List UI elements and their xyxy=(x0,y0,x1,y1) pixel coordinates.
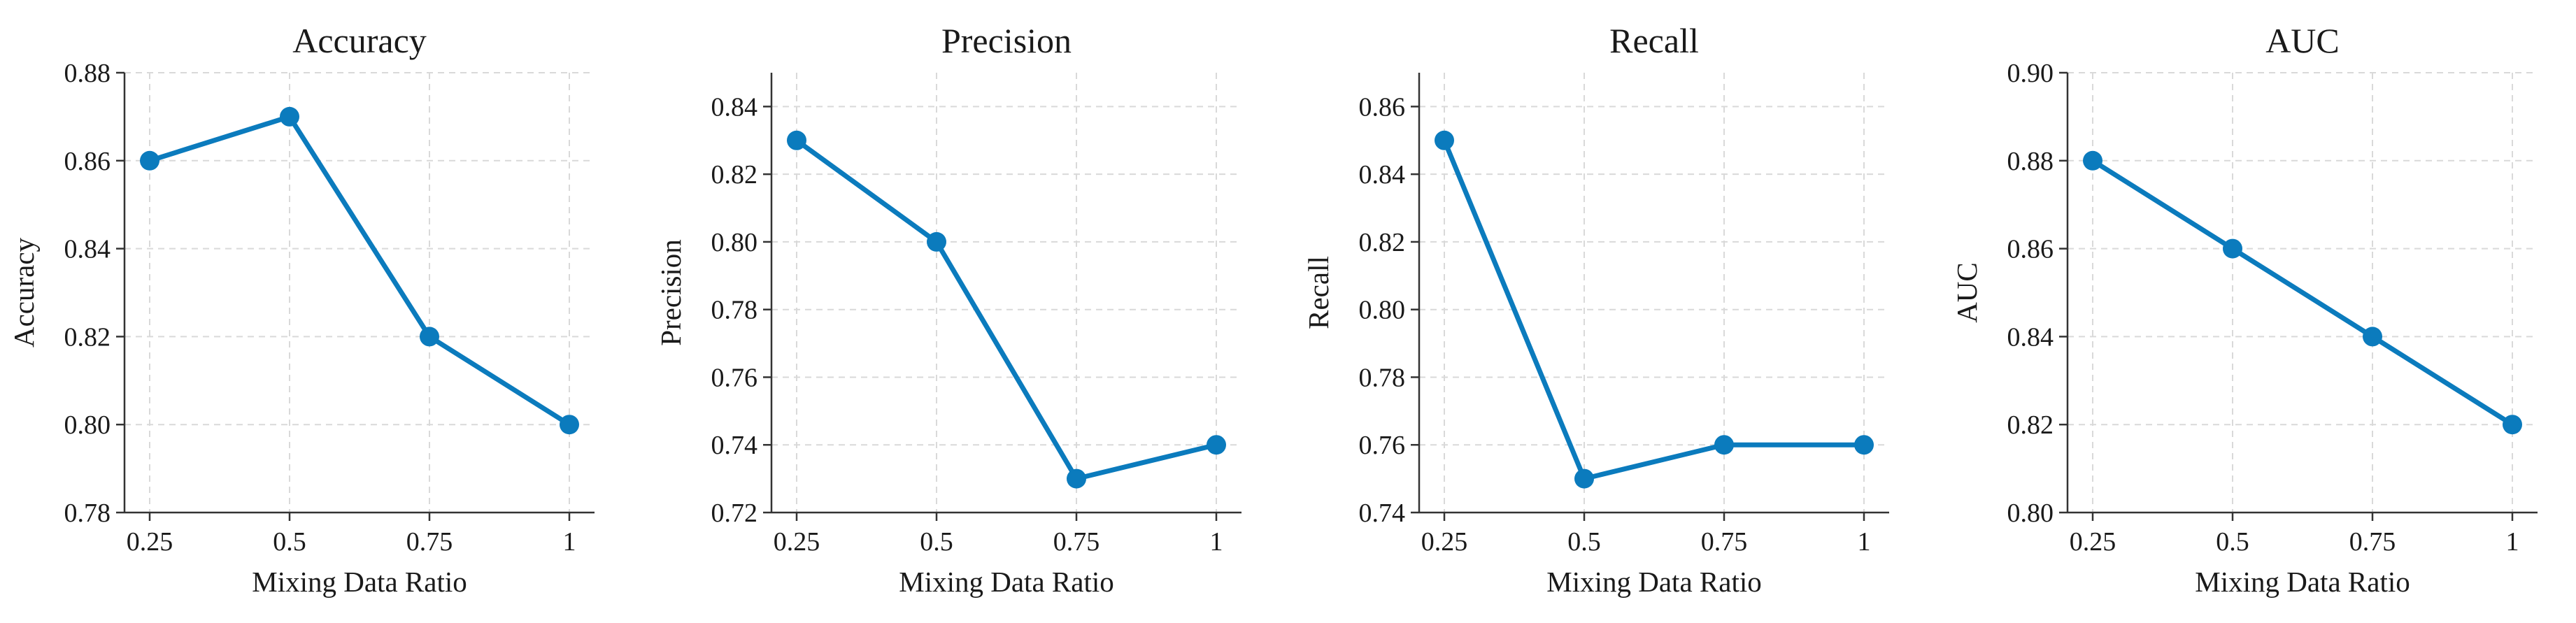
y-tick-label: 0.86 xyxy=(2007,235,2054,264)
y-tick-label: 0.78 xyxy=(711,296,758,325)
x-axis-label: Mixing Data Ratio xyxy=(899,566,1113,598)
data-point xyxy=(1435,130,1454,150)
data-point xyxy=(420,327,439,347)
x-tick-label: 0.25 xyxy=(2070,527,2116,557)
chart-title: Accuracy xyxy=(292,21,427,60)
y-tick-label: 0.82 xyxy=(711,160,758,189)
y-tick-label: 0.76 xyxy=(711,363,758,392)
data-point xyxy=(140,150,159,171)
y-tick-label: 0.84 xyxy=(2007,322,2054,352)
x-tick-label: 0.75 xyxy=(1053,527,1100,557)
y-tick-label: 0.80 xyxy=(1359,296,1406,325)
y-tick-label: 0.86 xyxy=(1359,92,1406,122)
y-tick-label: 0.82 xyxy=(1359,228,1406,257)
chart-accuracy: 0.78 0.80 0.82 0.84 0.86 0.88 0.25 0.5 0.75 1 Accu… xyxy=(8,21,595,598)
data-point xyxy=(787,130,806,150)
x-tick-label: 0.25 xyxy=(774,527,820,557)
chart-title: Recall xyxy=(1609,21,1699,60)
data-point xyxy=(560,415,579,435)
y-tick-label: 0.88 xyxy=(64,59,111,88)
data-point xyxy=(1854,435,1874,455)
y-tick-label: 0.74 xyxy=(1359,499,1406,528)
data-point xyxy=(1207,435,1226,455)
x-tick-label: 1 xyxy=(1858,527,1871,557)
y-tick-label: 0.86 xyxy=(64,147,111,176)
y-axis-label: Precision xyxy=(655,239,687,346)
x-tick-label: 0.75 xyxy=(1701,527,1748,557)
y-tick-label: 0.74 xyxy=(711,431,758,460)
y-tick-label: 0.80 xyxy=(64,410,111,440)
x-tick-label: 0.25 xyxy=(127,527,173,557)
y-tick-label: 0.84 xyxy=(1359,160,1406,189)
chart-recall: 0.74 0.76 0.78 0.80 0.82 0.84 0.86 0.25 0.5 0.75 1… xyxy=(1302,21,1889,598)
data-point xyxy=(2363,327,2382,347)
chart-title: AUC xyxy=(2265,21,2340,60)
data-point xyxy=(280,106,299,127)
y-tick-label: 0.82 xyxy=(64,322,111,352)
data-point xyxy=(2223,238,2242,259)
x-tick-label: 1 xyxy=(2506,527,2519,557)
y-tick-label: 0.80 xyxy=(711,228,758,257)
x-tick-label: 1 xyxy=(563,527,576,557)
x-axis-label: Mixing Data Ratio xyxy=(1546,566,1761,598)
series-line xyxy=(1442,139,1864,482)
x-tick-label: 0.75 xyxy=(406,527,453,557)
x-axis-label: Mixing Data Ratio xyxy=(252,566,467,598)
data-point xyxy=(927,231,946,252)
y-tick-label: 0.88 xyxy=(2007,147,2054,176)
y-tick-label: 0.84 xyxy=(711,92,758,122)
data-point xyxy=(1574,468,1594,489)
data-point xyxy=(1067,468,1086,489)
y-axis-label: Accuracy xyxy=(8,237,40,348)
y-tick-label: 0.72 xyxy=(711,499,758,528)
y-tick-label: 0.84 xyxy=(64,235,111,264)
x-tick-label: 0.5 xyxy=(2216,527,2249,557)
y-tick-label: 0.78 xyxy=(64,499,111,528)
x-tick-label: 1 xyxy=(1210,527,1223,557)
y-tick-label: 0.82 xyxy=(2007,410,2054,440)
y-axis-label: AUC xyxy=(1951,262,1983,323)
y-tick-label: 0.78 xyxy=(1359,363,1406,392)
series-line xyxy=(2091,158,2514,427)
x-tick-label: 0.25 xyxy=(1421,527,1468,557)
chart-auc: 0.80 0.82 0.84 0.86 0.88 0.90 0.25 0.5 0.75 1 AUC M… xyxy=(1951,21,2538,598)
y-tick-label: 0.76 xyxy=(1359,431,1406,460)
chart-title: Precision xyxy=(941,21,1072,60)
chart-precision: 0.72 0.74 0.76 0.78 0.80 0.82 0.84 0.25 0.5 0.75 1… xyxy=(655,21,1241,598)
x-tick-label: 0.5 xyxy=(273,527,306,557)
series-line xyxy=(795,138,1217,482)
series-line xyxy=(148,114,571,427)
data-point xyxy=(2083,150,2102,171)
y-axis-label: Recall xyxy=(1302,256,1335,329)
x-tick-label: 0.75 xyxy=(2349,527,2396,557)
x-tick-label: 0.5 xyxy=(920,527,953,557)
data-point xyxy=(2503,415,2522,435)
x-tick-label: 0.5 xyxy=(1567,527,1601,557)
data-point xyxy=(1714,435,1734,455)
y-tick-label: 0.90 xyxy=(2007,59,2054,88)
y-tick-label: 0.80 xyxy=(2007,499,2054,528)
x-axis-label: Mixing Data Ratio xyxy=(2195,566,2410,598)
